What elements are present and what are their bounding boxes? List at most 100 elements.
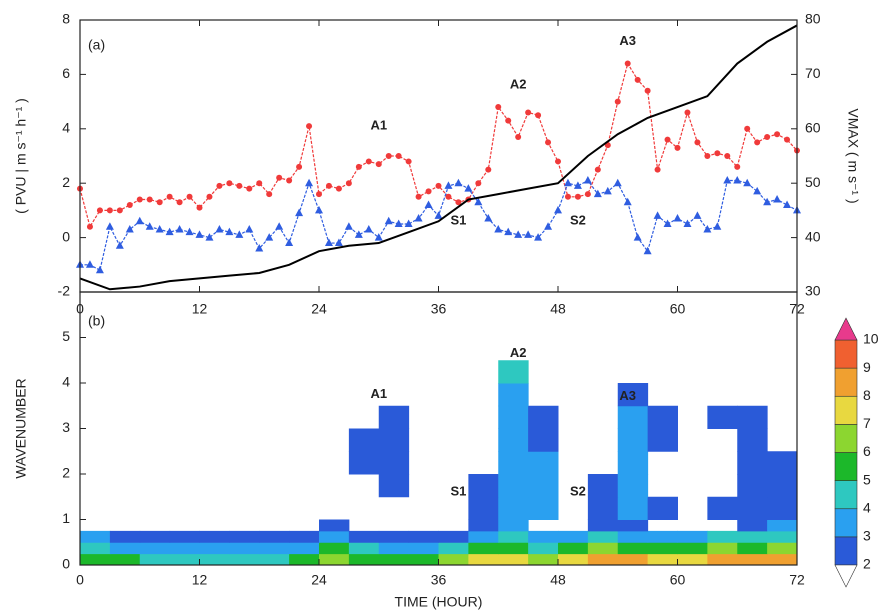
contour-cell [498,553,529,566]
marker [286,177,293,184]
y-axis-label: WAVENUMBER [13,378,29,478]
contour-cell [438,553,469,566]
marker [306,123,313,130]
marker [445,193,452,200]
contour-cell [139,530,171,543]
colorbar-swatch [834,424,858,453]
marker [256,180,263,187]
contour-cell [109,542,141,555]
contour-cell [139,542,171,555]
x-tick-label: 12 [192,301,208,317]
marker [674,144,681,151]
y-tick-label: 4 [62,374,70,390]
contour-cell [348,451,380,475]
marker [614,98,621,105]
contour-cell [737,553,768,566]
contour-cell [767,542,798,555]
marker [563,178,572,187]
contour-cell [468,496,499,520]
marker [86,223,93,230]
contour-cell [378,405,410,429]
marker [316,191,322,198]
contour-cell [707,530,738,543]
marker [135,216,144,225]
marker [574,193,581,200]
marker [594,166,601,173]
marker [494,224,503,233]
contour-cell [677,530,708,543]
colorbar-swatch [834,395,858,425]
contour-cell [528,428,559,452]
marker [654,166,661,173]
contour-cell [528,496,559,520]
colorbar-swatch [834,480,858,510]
contour-cell [229,553,260,566]
marker [395,153,402,159]
colorbar-label: 4 [863,499,871,515]
colorbar-swatch [834,339,858,369]
contour-cell [587,553,619,566]
marker [603,186,612,195]
marker [126,201,133,208]
contour-cell [617,542,649,555]
y-axis-label: ( PVU | m s⁻¹ h⁻¹ ) [13,98,29,214]
contour-cell [498,405,529,429]
contour-cell [199,553,230,566]
annotation: S1 [450,484,466,499]
contour-cell [378,474,410,498]
marker [305,178,314,187]
marker [643,246,652,255]
marker [425,188,432,195]
contour-cell [767,553,798,566]
marker [176,199,183,206]
colorbar-swatch [834,452,858,481]
marker [764,133,771,140]
contour-cell [707,405,738,429]
contour-cell [617,428,649,452]
x-tick-label: 60 [670,301,686,317]
contour-cell [498,451,529,475]
marker [355,163,362,170]
contour-cell [378,553,410,566]
marker [335,185,342,192]
contour-cell [289,553,320,566]
marker [464,184,473,192]
y-tick-label: 5 [62,328,70,344]
colorbar-swatch [834,536,858,566]
marker [375,161,382,168]
marker [105,222,114,230]
marker [454,178,463,187]
marker [623,197,632,206]
contour-cell [617,553,649,566]
y2-tick-label: 80 [805,11,821,27]
marker [774,131,781,138]
x-axis-label: TIME (HOUR) [395,594,483,610]
marker [514,230,523,238]
contour-cell [468,530,499,543]
panel-label: (b) [88,313,105,329]
marker [115,241,124,249]
contour-cell [737,405,768,429]
contour-cell [348,530,380,543]
annotation: S1 [450,213,466,228]
marker [444,181,453,189]
marker [365,158,372,165]
x-tick-label: 72 [789,572,805,588]
y-tick-label: 2 [62,465,70,481]
contour-cell [169,542,200,555]
colorbar-swatch [834,508,858,538]
marker [195,230,204,238]
contour-cell [319,542,350,555]
contour-cell [558,542,589,555]
contour-cell [677,542,708,555]
marker [85,260,94,268]
marker [166,193,173,200]
y-tick-label: 6 [62,65,70,81]
marker [734,163,741,170]
contour-cell [737,530,768,543]
annotation: A1 [370,386,387,401]
marker [405,158,412,165]
contour-cell [438,542,469,555]
marker [434,211,443,219]
